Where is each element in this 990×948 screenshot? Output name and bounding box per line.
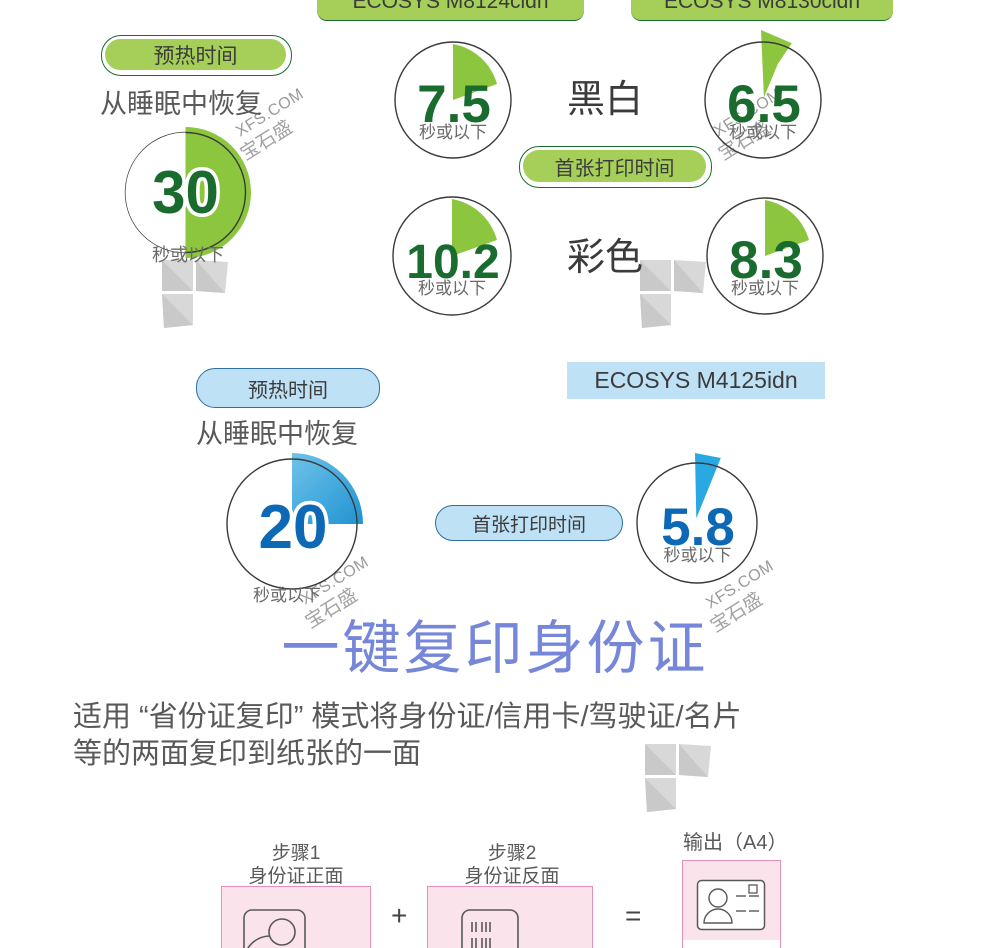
svg-text:30: 30 [152, 159, 219, 226]
svg-text:20: 20 [259, 493, 328, 562]
